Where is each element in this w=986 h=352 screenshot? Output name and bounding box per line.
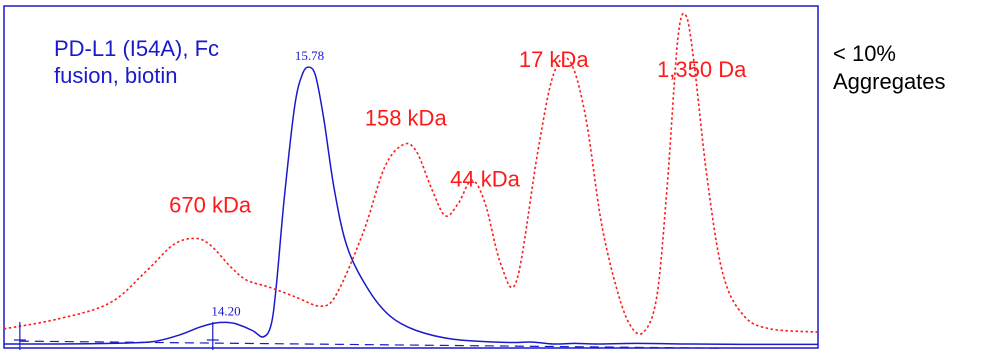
mw-standard-label: 158 kDa bbox=[365, 105, 448, 130]
sample-trace-line bbox=[3, 66, 818, 346]
mw-standard-label: 1,350 Da bbox=[657, 57, 747, 82]
peak-retention-label: 14.20 bbox=[211, 303, 240, 318]
peak-retention-label: 15.78 bbox=[295, 48, 324, 63]
standards-trace-line bbox=[3, 12, 819, 335]
aggregates-note-line-1: < 10% bbox=[833, 41, 896, 66]
sample-label-line-2: fusion, biotin bbox=[54, 63, 178, 88]
aggregates-note-line-2: Aggregates bbox=[833, 69, 946, 94]
plot-frame bbox=[3, 5, 819, 349]
integration-baseline bbox=[19, 340, 723, 349]
mw-standard-label: 44 kDa bbox=[450, 167, 520, 192]
mw-standard-label: 17 kDa bbox=[519, 47, 589, 72]
mw-standard-label: 670 kDa bbox=[169, 193, 252, 218]
sample-label-line-1: PD-L1 (I54A), Fc bbox=[54, 36, 219, 61]
aggregates-note: < 10% Aggregates bbox=[833, 40, 946, 96]
